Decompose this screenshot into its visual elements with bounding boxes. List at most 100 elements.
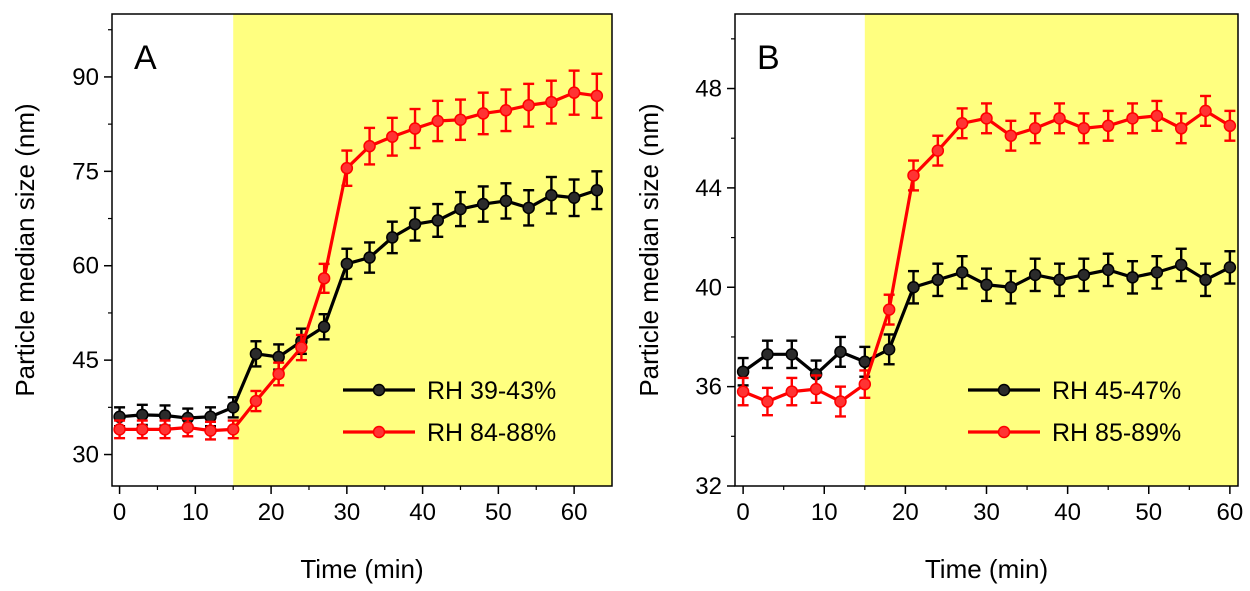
y-tick-label-b: 48 [695, 76, 722, 103]
y-tick-label-a: 90 [72, 64, 99, 91]
data-point-a-2 [181, 421, 195, 434]
data-point-b-2 [1150, 109, 1164, 123]
data-point-b-1 [1053, 273, 1066, 287]
data-point-b-2 [1004, 129, 1018, 142]
panel-b: 0 10 20 30 40 50 60 32 36 40 44 48 Time (min) Particl… [634, 13, 1244, 584]
data-point-b-2 [907, 169, 920, 182]
data-point-a-2 [158, 423, 172, 436]
data-point-a-1 [136, 408, 149, 422]
x-axis-label-b: Time (min) [925, 554, 1048, 584]
data-point-b-1 [858, 355, 872, 369]
data-point-a-2 [249, 394, 263, 408]
data-point-a-1 [386, 231, 399, 244]
data-point-b-1 [931, 273, 945, 287]
data-point-a-2 [272, 367, 285, 381]
data-point-a-2 [295, 341, 308, 354]
data-point-b-1 [736, 365, 750, 378]
data-point-b-1 [1004, 281, 1018, 294]
y-axis-label-a: Particle median size (nm) [10, 103, 40, 396]
panel-a: 0 10 20 30 40 50 60 30 45 60 75 90 Time (min) Particl… [10, 13, 613, 584]
y-tick-label-a: 45 [72, 347, 99, 374]
data-point-b-2 [761, 395, 774, 408]
data-point-b-1 [1101, 263, 1115, 277]
data-point-b-1 [1174, 258, 1188, 272]
data-point-a-1 [431, 214, 445, 227]
plot-frame-a [111, 13, 613, 487]
data-point-a-2 [317, 272, 331, 285]
data-point-a-2 [431, 114, 445, 128]
series-a-1 [113, 170, 604, 429]
data-point-b-2 [955, 117, 969, 130]
legend-label-a-1: RH 39-43% [427, 377, 556, 405]
data-point-a-2 [522, 99, 535, 112]
data-point-b-1 [761, 348, 774, 361]
data-point-a-2 [136, 423, 149, 436]
y-tick-label-b: 36 [695, 374, 722, 401]
data-point-a-1 [545, 188, 558, 202]
x-tick-label-a: 10 [182, 499, 209, 526]
series-b-2 [736, 94, 1237, 418]
data-point-b-2 [1223, 119, 1237, 133]
data-point-a-2 [545, 95, 558, 109]
series-b-1 [736, 247, 1237, 390]
series-a-2 [113, 69, 604, 441]
data-point-b-2 [1101, 119, 1115, 133]
data-point-a-2 [590, 89, 604, 103]
legend-marker-b-2 [997, 425, 1011, 439]
legend-marker-a-2 [372, 425, 386, 439]
data-point-a-2 [340, 161, 354, 175]
data-point-b-2 [858, 377, 872, 391]
data-point-b-1 [1126, 271, 1139, 284]
x-tick-label-b: 60 [1217, 499, 1244, 526]
x-tick-label-a: 30 [333, 499, 360, 526]
panel-label-a: A [134, 39, 157, 77]
data-point-b-1 [980, 278, 993, 292]
data-point-a-1 [590, 183, 604, 197]
data-point-b-1 [1150, 266, 1164, 279]
data-point-b-2 [882, 303, 896, 316]
x-tick-label-b: 50 [1135, 499, 1162, 526]
x-axis-label-a: Time (min) [300, 554, 423, 584]
legend-marker-b-1 [997, 383, 1011, 397]
data-point-b-1 [1223, 261, 1237, 274]
y-tick-label-b: 32 [695, 473, 722, 500]
data-point-b-2 [809, 382, 823, 396]
data-point-a-2 [226, 423, 240, 436]
data-point-a-1 [454, 202, 467, 216]
x-tick-label-b: 20 [892, 499, 919, 526]
data-point-a-1 [272, 350, 285, 364]
y-axis-label-b: Particle median size (nm) [634, 103, 664, 396]
data-point-a-2 [454, 113, 467, 126]
data-point-a-1 [363, 251, 376, 264]
legend-label-b-2: RH 85-89% [1052, 419, 1181, 447]
data-point-b-1 [785, 348, 799, 361]
series-line-a-1 [119, 188, 598, 420]
data-point-a-2 [204, 424, 217, 437]
legend-label-b-1: RH 45-47% [1052, 377, 1181, 405]
y-tick-label-b: 44 [695, 175, 722, 202]
data-point-a-2 [386, 130, 399, 143]
y-tick-label-a: 60 [72, 253, 99, 280]
data-point-b-2 [1077, 122, 1091, 135]
data-point-b-2 [1174, 122, 1188, 135]
legend-a: RH 39-43% RH 84-88% [343, 377, 556, 447]
x-tick-label-b: 40 [1054, 499, 1081, 526]
x-tick-label-a: 60 [561, 499, 588, 526]
series-line-a-2 [119, 91, 598, 433]
x-tick-label-a: 20 [258, 499, 285, 526]
data-point-b-1 [1199, 273, 1212, 287]
data-point-b-2 [785, 385, 799, 398]
legend-label-a-2: RH 84-88% [427, 419, 556, 447]
x-tick-label-b: 10 [811, 499, 838, 526]
shaded-region-b [864, 14, 1238, 486]
x-tick-label-b: 0 [736, 499, 749, 526]
x-tick-label-a: 0 [113, 499, 126, 526]
data-point-a-1 [476, 197, 490, 211]
data-point-b-1 [907, 281, 920, 294]
data-point-a-2 [363, 139, 376, 153]
x-tick-label-a: 50 [485, 499, 512, 526]
data-point-b-2 [931, 144, 945, 157]
data-point-b-1 [882, 343, 896, 356]
data-point-a-1 [522, 201, 535, 215]
